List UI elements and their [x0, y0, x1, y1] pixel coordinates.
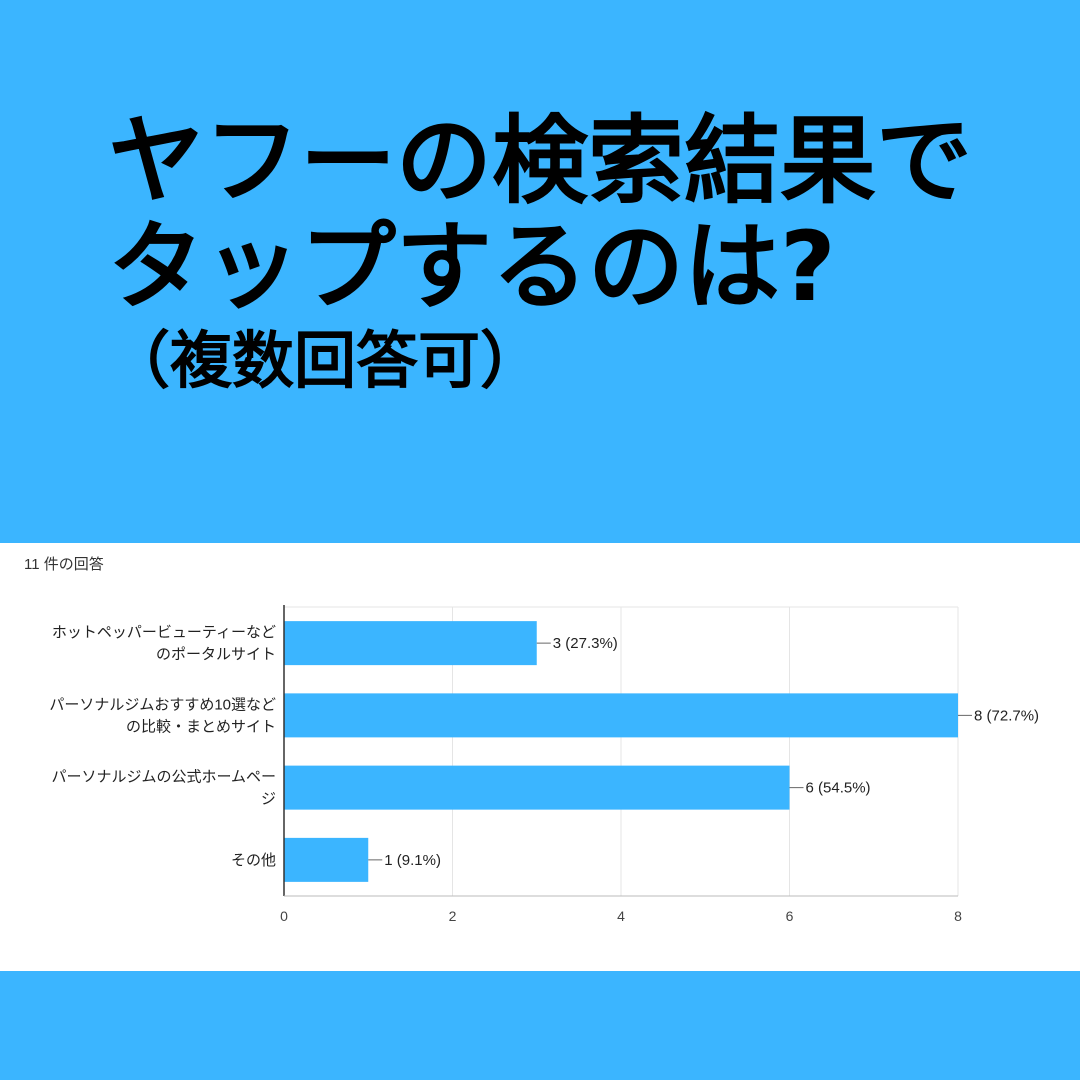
headline: ヤフーの検索結果で タップするのは? （複数回答可） [108, 108, 1048, 398]
data-label-1: 8 (72.7%) [974, 707, 1039, 724]
chart-panel: 11 件の回答 0 2 4 6 8 3 (27.3%) ホットペッパービューティーなどのポー… [0, 543, 1080, 971]
category-label-3-0: その他 [231, 852, 276, 869]
category-label-2-0: パーソナルジムの公式ホームペー [51, 769, 276, 786]
x-tick-label-4: 4 [617, 908, 625, 924]
headline-line-2: タップするのは? [108, 211, 836, 323]
x-tick-label-2: 2 [449, 908, 457, 924]
category-label-1-0: パーソナルジムおすすめ10選など [49, 696, 276, 713]
bar-1 [284, 693, 958, 738]
bar-3 [284, 837, 369, 882]
headline-line-3: （複数回答可） [108, 324, 543, 397]
x-tick-label-6: 6 [786, 908, 794, 924]
headline-line-1: ヤフーの検索結果で [108, 105, 972, 217]
bar-2 [284, 765, 790, 810]
x-tick-label-8: 8 [954, 908, 962, 924]
category-label-1-1: の比較・まとめサイト [126, 717, 276, 735]
bar-0 [284, 621, 537, 666]
data-label-0: 3 (27.3%) [553, 635, 618, 652]
category-label-2-1: ジ [261, 791, 276, 808]
response-count: 11 件の回答 [24, 556, 104, 573]
category-label-0-1: のポータルサイト [156, 646, 276, 663]
data-label-2: 6 (54.5%) [806, 780, 871, 797]
data-label-3: 1 (9.1%) [384, 852, 441, 869]
x-tick-label-0: 0 [280, 908, 288, 924]
category-label-0-0: ホットペッパービューティーなど [52, 624, 276, 641]
